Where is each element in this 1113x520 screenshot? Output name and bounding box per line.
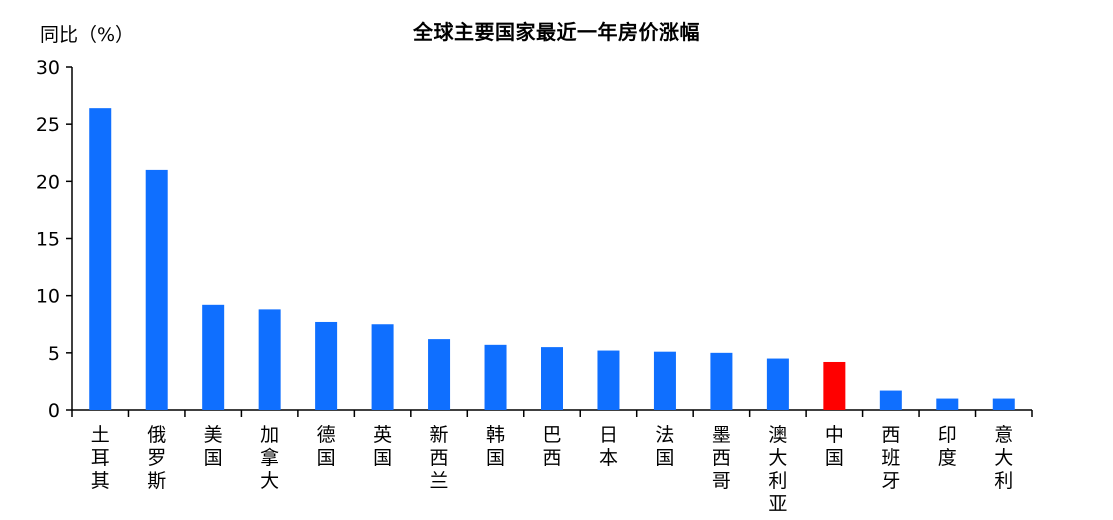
x-tick-label: 西班牙 xyxy=(881,424,900,492)
x-tick-label: 新西兰 xyxy=(430,424,449,492)
bar-5 xyxy=(371,324,394,410)
x-tick-label: 印度 xyxy=(938,424,957,469)
x-tick-label: 中国 xyxy=(825,424,844,469)
x-tick-label: 巴西 xyxy=(542,424,561,469)
y-axis-title: 同比（%） xyxy=(40,24,135,46)
x-tick-label: 加拿大 xyxy=(260,424,279,492)
y-tick-label: 10 xyxy=(36,286,60,308)
bar-0 xyxy=(89,108,112,410)
y-tick-label: 0 xyxy=(48,400,60,422)
y-tick-label: 5 xyxy=(48,343,60,365)
y-tick-label: 30 xyxy=(36,57,60,79)
y-tick-label: 20 xyxy=(36,171,60,193)
bar-8 xyxy=(541,347,563,410)
x-tick-label: 英国 xyxy=(373,424,392,469)
bar-7 xyxy=(484,344,507,410)
bar-6 xyxy=(428,339,451,410)
x-tick-label: 土耳其 xyxy=(91,424,110,492)
x-tick-label: 法国 xyxy=(655,424,674,469)
x-tick-label: 美国 xyxy=(204,424,223,469)
bar-14 xyxy=(879,390,902,410)
bar-12 xyxy=(766,358,789,410)
bar-13 xyxy=(823,361,846,410)
x-tick-label: 俄罗斯 xyxy=(147,424,166,492)
bar-11 xyxy=(710,352,733,410)
x-tick-label: 墨西哥 xyxy=(712,424,731,492)
chart-title: 全球主要国家最近一年房价涨幅 xyxy=(413,20,700,44)
y-tick-label: 15 xyxy=(36,229,60,251)
bar-15 xyxy=(936,398,959,410)
bar-2 xyxy=(202,304,225,410)
bar-4 xyxy=(315,321,338,410)
bar-1 xyxy=(145,169,168,410)
bar-3 xyxy=(258,309,281,410)
x-tick-label: 意大利 xyxy=(994,424,1013,492)
x-tick-label: 澳大利亚 xyxy=(768,424,787,515)
y-tick-label: 25 xyxy=(36,114,60,136)
bar-10 xyxy=(653,351,676,410)
x-tick-label: 日本 xyxy=(599,424,618,469)
x-tick-label: 德国 xyxy=(317,424,336,469)
bar-16 xyxy=(992,398,1015,410)
x-tick-label: 韩国 xyxy=(486,424,505,469)
bar-9 xyxy=(597,350,620,410)
